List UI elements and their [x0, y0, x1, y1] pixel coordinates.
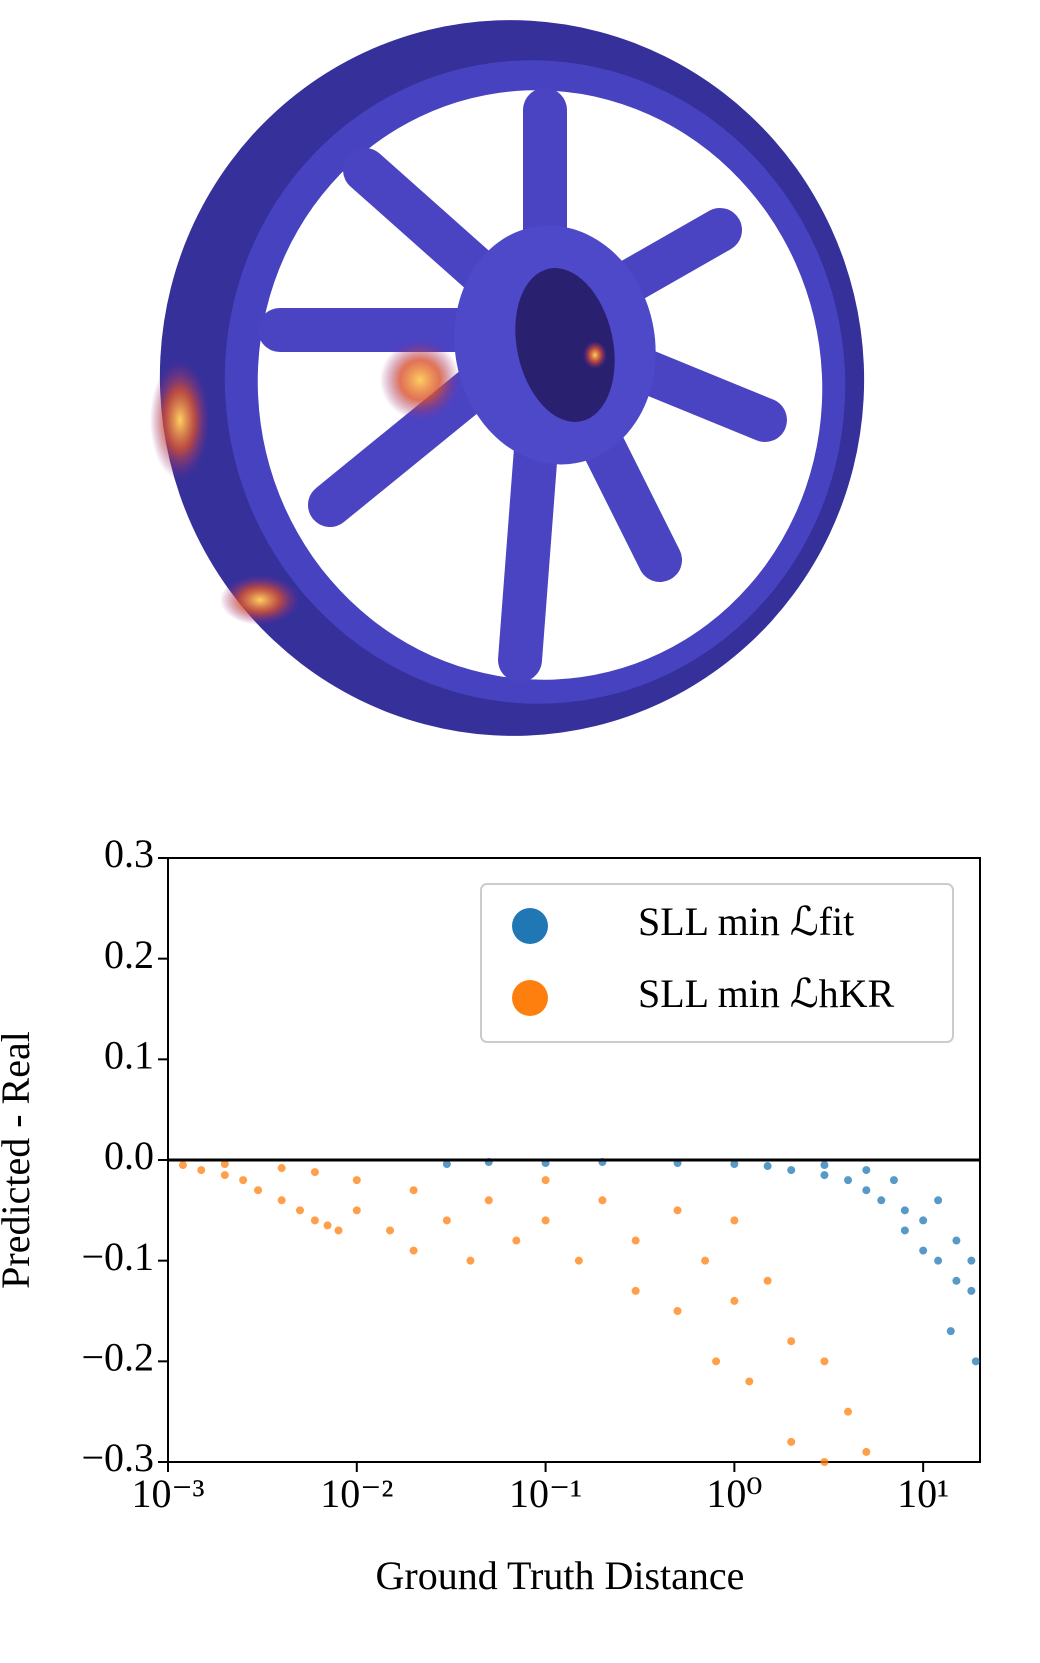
scatter-point: [442, 1216, 451, 1225]
scatter-point: [952, 1276, 961, 1285]
scatter-point: [712, 1357, 721, 1366]
scatter-point: [323, 1221, 332, 1230]
scatter-point: [844, 1407, 853, 1416]
scatter-point: [787, 1166, 796, 1175]
scatter-point: [277, 1196, 286, 1205]
scatter-point: [900, 1206, 909, 1215]
scatter-point: [352, 1206, 361, 1215]
scatter-point: [934, 1196, 943, 1205]
scatter-point: [409, 1186, 418, 1195]
scatter-point: [730, 1216, 739, 1225]
y-axis-label: Predicted - Real: [0, 1031, 38, 1289]
scatter-point: [631, 1236, 640, 1245]
x-tick-label: 10⁰: [706, 1471, 762, 1516]
scatter-point: [541, 1176, 550, 1185]
scatter-point: [334, 1226, 343, 1235]
scatter-point: [946, 1327, 955, 1336]
scatter-point: [484, 1196, 493, 1205]
scatter-point: [889, 1176, 898, 1185]
scatter-point: [919, 1246, 928, 1255]
scatter-point: [820, 1161, 829, 1170]
scatter-point: [787, 1437, 796, 1446]
x-tick-label: 10¹: [897, 1471, 949, 1516]
scatter-point: [730, 1296, 739, 1305]
y-tick-label: −0.2: [81, 1335, 154, 1380]
scatter-point: [862, 1186, 871, 1195]
scatter-point: [673, 1307, 682, 1315]
legend-label: SLL min ℒfit: [638, 899, 854, 944]
scatter-point: [277, 1164, 286, 1173]
scatter-point: [598, 1196, 607, 1205]
scatter-point: [220, 1171, 229, 1180]
scatter-point: [442, 1160, 451, 1169]
scatter-point: [574, 1256, 583, 1265]
scatter-point: [745, 1377, 754, 1386]
scatter-point: [971, 1357, 980, 1366]
y-tick-label: 0.1: [104, 1033, 154, 1078]
scatter-point: [934, 1256, 943, 1265]
scatter-point: [386, 1226, 395, 1235]
legend-label: SLL min ℒhKR: [638, 971, 895, 1016]
y-tick-label: 0.0: [104, 1133, 154, 1178]
scatter-point: [239, 1176, 248, 1185]
scatter-point: [787, 1337, 796, 1346]
y-tick-label: 0.2: [104, 932, 154, 977]
scatter-point: [701, 1256, 710, 1265]
scatter-point: [877, 1196, 886, 1205]
legend-box: [480, 883, 954, 1043]
y-tick-label: −0.3: [81, 1435, 154, 1480]
scatter-point: [295, 1206, 304, 1215]
scatter-point: [820, 1357, 829, 1366]
scatter-point: [178, 1161, 187, 1170]
scatter-point: [631, 1286, 640, 1295]
x-tick-label: 10⁻¹: [509, 1471, 582, 1516]
scatter-point: [409, 1246, 418, 1255]
scatter-point: [967, 1286, 976, 1295]
legend-marker: [512, 908, 548, 944]
scatter-point: [820, 1458, 829, 1466]
scatter-point: [730, 1160, 739, 1169]
scatter-point: [967, 1256, 976, 1265]
scatter-point: [220, 1160, 229, 1169]
scatter-point: [844, 1176, 853, 1185]
scatter-point: [919, 1216, 928, 1225]
scatter-point: [466, 1256, 475, 1265]
scatter-point: [673, 1206, 682, 1215]
scatter-point: [541, 1216, 550, 1225]
x-tick-label: 10⁻²: [320, 1471, 393, 1516]
scatter-point: [862, 1447, 871, 1456]
scatter-point: [310, 1168, 319, 1177]
scatter-point: [197, 1166, 206, 1175]
scatter-point: [352, 1176, 361, 1185]
scatter-point: [763, 1276, 772, 1285]
scatter-point: [310, 1216, 319, 1225]
y-tick-label: −0.1: [81, 1234, 154, 1279]
scatter-point: [254, 1186, 263, 1195]
legend-marker: [512, 980, 548, 1016]
scatter-point: [512, 1236, 521, 1245]
scatter-point: [952, 1236, 961, 1245]
wheel-render: [150, 20, 865, 736]
scatter-point: [763, 1162, 772, 1171]
y-tick-label: 0.3: [104, 831, 154, 876]
scatter-point: [862, 1166, 871, 1175]
x-axis-label: Ground Truth Distance: [376, 1553, 745, 1598]
scatter-point: [900, 1226, 909, 1235]
x-tick-label: 10⁻³: [131, 1471, 204, 1516]
scatter-point: [820, 1171, 829, 1180]
